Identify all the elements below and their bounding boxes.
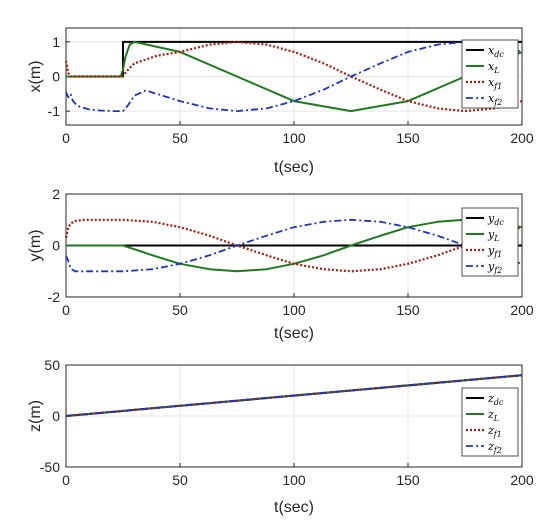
legend-entry-x_dc: xdc <box>488 44 504 59</box>
series-line-y_L <box>66 218 523 273</box>
x-tick-label: 200 <box>510 130 534 146</box>
x-axis-label: t(sec) <box>274 499 314 516</box>
x-tick-label: 150 <box>396 130 420 146</box>
legend-entry-y_f1: yf1 <box>487 244 502 259</box>
legend-entry-z_dc: zdc <box>487 392 504 407</box>
legend-box <box>461 207 519 277</box>
x-tick-label: 150 <box>396 472 420 488</box>
x-tick-label: 50 <box>172 472 188 488</box>
x-tick-label: 100 <box>282 472 306 488</box>
y-tick-label: -2 <box>48 289 61 305</box>
y-axis-label: z(m) <box>27 400 44 432</box>
y-axis-label: y(m) <box>27 230 44 262</box>
legend-entry-y_f2: yf2 <box>487 260 502 275</box>
x-tick-label: 0 <box>62 302 70 318</box>
x-tick-label: 100 <box>282 130 306 146</box>
y-tick-label: 50 <box>44 357 60 373</box>
legend-entry-x_f2: xf2 <box>488 92 502 107</box>
series-line-z_f2 <box>65 374 523 417</box>
legend-entry-y_dc: ydc <box>487 212 504 227</box>
x-tick-label: 200 <box>510 472 534 488</box>
y-tick-label: 0 <box>52 408 60 424</box>
y-tick-label: 1 <box>52 34 60 50</box>
y-tick-label: -1 <box>48 103 61 119</box>
legend-entry-z_f1: zf1 <box>487 424 502 439</box>
x-tick-label: 50 <box>172 130 188 146</box>
x-tick-label: 0 <box>62 130 70 146</box>
legend-entry-z_L: zL <box>487 408 499 423</box>
y-tick-label: 2 <box>52 186 60 202</box>
x-axis-label: t(sec) <box>274 159 314 176</box>
legend-box <box>461 39 519 109</box>
legend-entry-x_f1: xf1 <box>488 76 502 91</box>
x-axis-label: t(sec) <box>274 325 314 342</box>
x-tick-label: 200 <box>510 302 534 318</box>
series-line-x_f2 <box>65 41 523 112</box>
y-axis-label: x(m) <box>27 61 44 93</box>
y-tick-label: 0 <box>52 69 60 85</box>
legend-box <box>461 387 519 457</box>
y-tick-label: 0 <box>52 238 60 254</box>
series-line-x_L <box>66 40 523 113</box>
series-line-y_f2 <box>65 218 523 273</box>
legend-entry-y_L: yL <box>487 228 500 243</box>
x-tick-label: 150 <box>396 302 420 318</box>
y-tick-label: -50 <box>40 459 60 475</box>
legend-entry-x_L: xL <box>488 60 500 75</box>
series-line-x_f1 <box>64 40 523 113</box>
x-tick-label: 50 <box>172 302 188 318</box>
x-tick-label: 0 <box>62 472 70 488</box>
legend-entry-z_f2: zf2 <box>487 440 502 455</box>
x-tick-label: 100 <box>282 302 306 318</box>
